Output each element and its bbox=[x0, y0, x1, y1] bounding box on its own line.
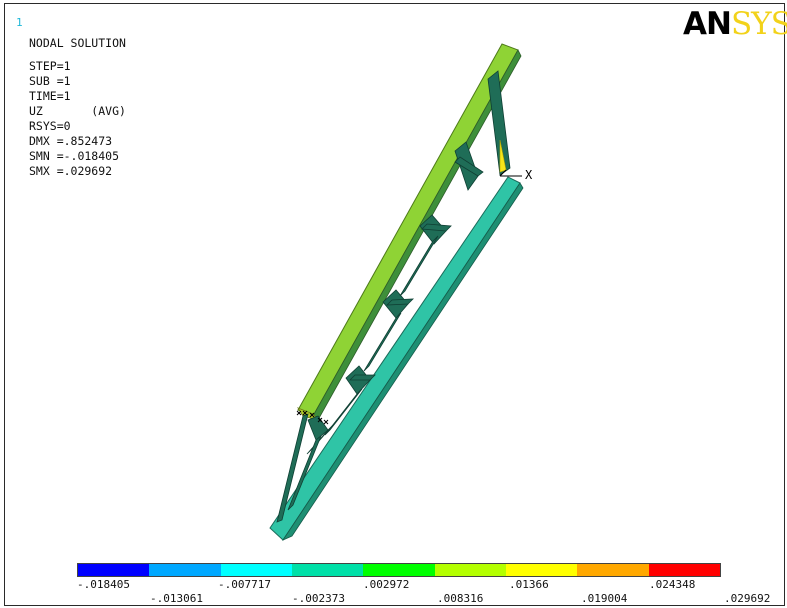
legend-label: -.007717 bbox=[218, 578, 271, 591]
diagonal-member bbox=[421, 223, 452, 232]
lower-chord bbox=[269, 176, 521, 541]
legend-label: .01366 bbox=[509, 578, 549, 591]
diagonal-member bbox=[324, 388, 363, 436]
info-smn: SMN =-.018405 bbox=[29, 149, 120, 163]
solution-title: NODAL SOLUTION bbox=[29, 36, 126, 50]
legend-color-swatch bbox=[577, 564, 649, 576]
legend-color-swatch bbox=[648, 564, 720, 576]
legend-color-swatch bbox=[220, 564, 292, 576]
constraint-symbols bbox=[296, 410, 329, 425]
diagonal-member bbox=[399, 235, 439, 297]
legend-label: -.002373 bbox=[292, 592, 345, 605]
legend-color-swatch bbox=[363, 564, 435, 576]
logo-part-an: AN bbox=[683, 6, 732, 42]
ansys-logo: ANSYS bbox=[683, 8, 787, 40]
vertical-member bbox=[307, 415, 329, 441]
diagonal-member bbox=[363, 312, 402, 372]
info-smx: SMX =.029692 bbox=[29, 164, 113, 178]
lower-chord-web bbox=[281, 182, 524, 541]
info-sub: SUB =1 bbox=[29, 74, 71, 88]
truss-members bbox=[276, 70, 511, 523]
legend-color-swatch bbox=[505, 564, 578, 576]
info-time: TIME=1 bbox=[29, 89, 71, 103]
diagonal-member bbox=[349, 374, 376, 381]
info-uz: UZ (AVG) bbox=[29, 104, 126, 118]
diagonal-member bbox=[454, 156, 484, 177]
info-step: STEP=1 bbox=[29, 59, 71, 73]
diagonal-member bbox=[287, 434, 322, 511]
legend-label: .008316 bbox=[437, 592, 484, 605]
legend-label: .019004 bbox=[581, 592, 628, 605]
legend-color-swatch bbox=[291, 564, 364, 576]
diagonal-member bbox=[385, 298, 415, 306]
info-dmx: DMX =.852473 bbox=[29, 134, 113, 148]
legend-label: -.013061 bbox=[150, 592, 203, 605]
legend-label: .024348 bbox=[649, 578, 696, 591]
legend-color-swatch bbox=[149, 564, 221, 576]
load-indicator bbox=[499, 139, 507, 173]
coordinate-triad bbox=[499, 169, 522, 177]
solution-info: NODAL SOLUTION STEP=1 SUB =1 TIME=1 UZ (… bbox=[29, 36, 126, 179]
vertical-member bbox=[487, 70, 511, 176]
legend-label: .002972 bbox=[363, 578, 410, 591]
logo-part-sys: SYS bbox=[730, 6, 787, 42]
legend-color-swatch bbox=[434, 564, 506, 576]
contour-legend-bar bbox=[77, 563, 721, 577]
legend-label: .029692 bbox=[724, 592, 771, 605]
constraint-marker bbox=[296, 410, 315, 418]
legend-color-swatch bbox=[78, 564, 150, 576]
info-rsys: RSYS=0 bbox=[29, 119, 71, 133]
constraint-marker bbox=[317, 417, 329, 425]
legend-label: -.018405 bbox=[77, 578, 130, 591]
axis-label-x: X bbox=[525, 168, 533, 182]
window-number: 1 bbox=[16, 16, 23, 29]
